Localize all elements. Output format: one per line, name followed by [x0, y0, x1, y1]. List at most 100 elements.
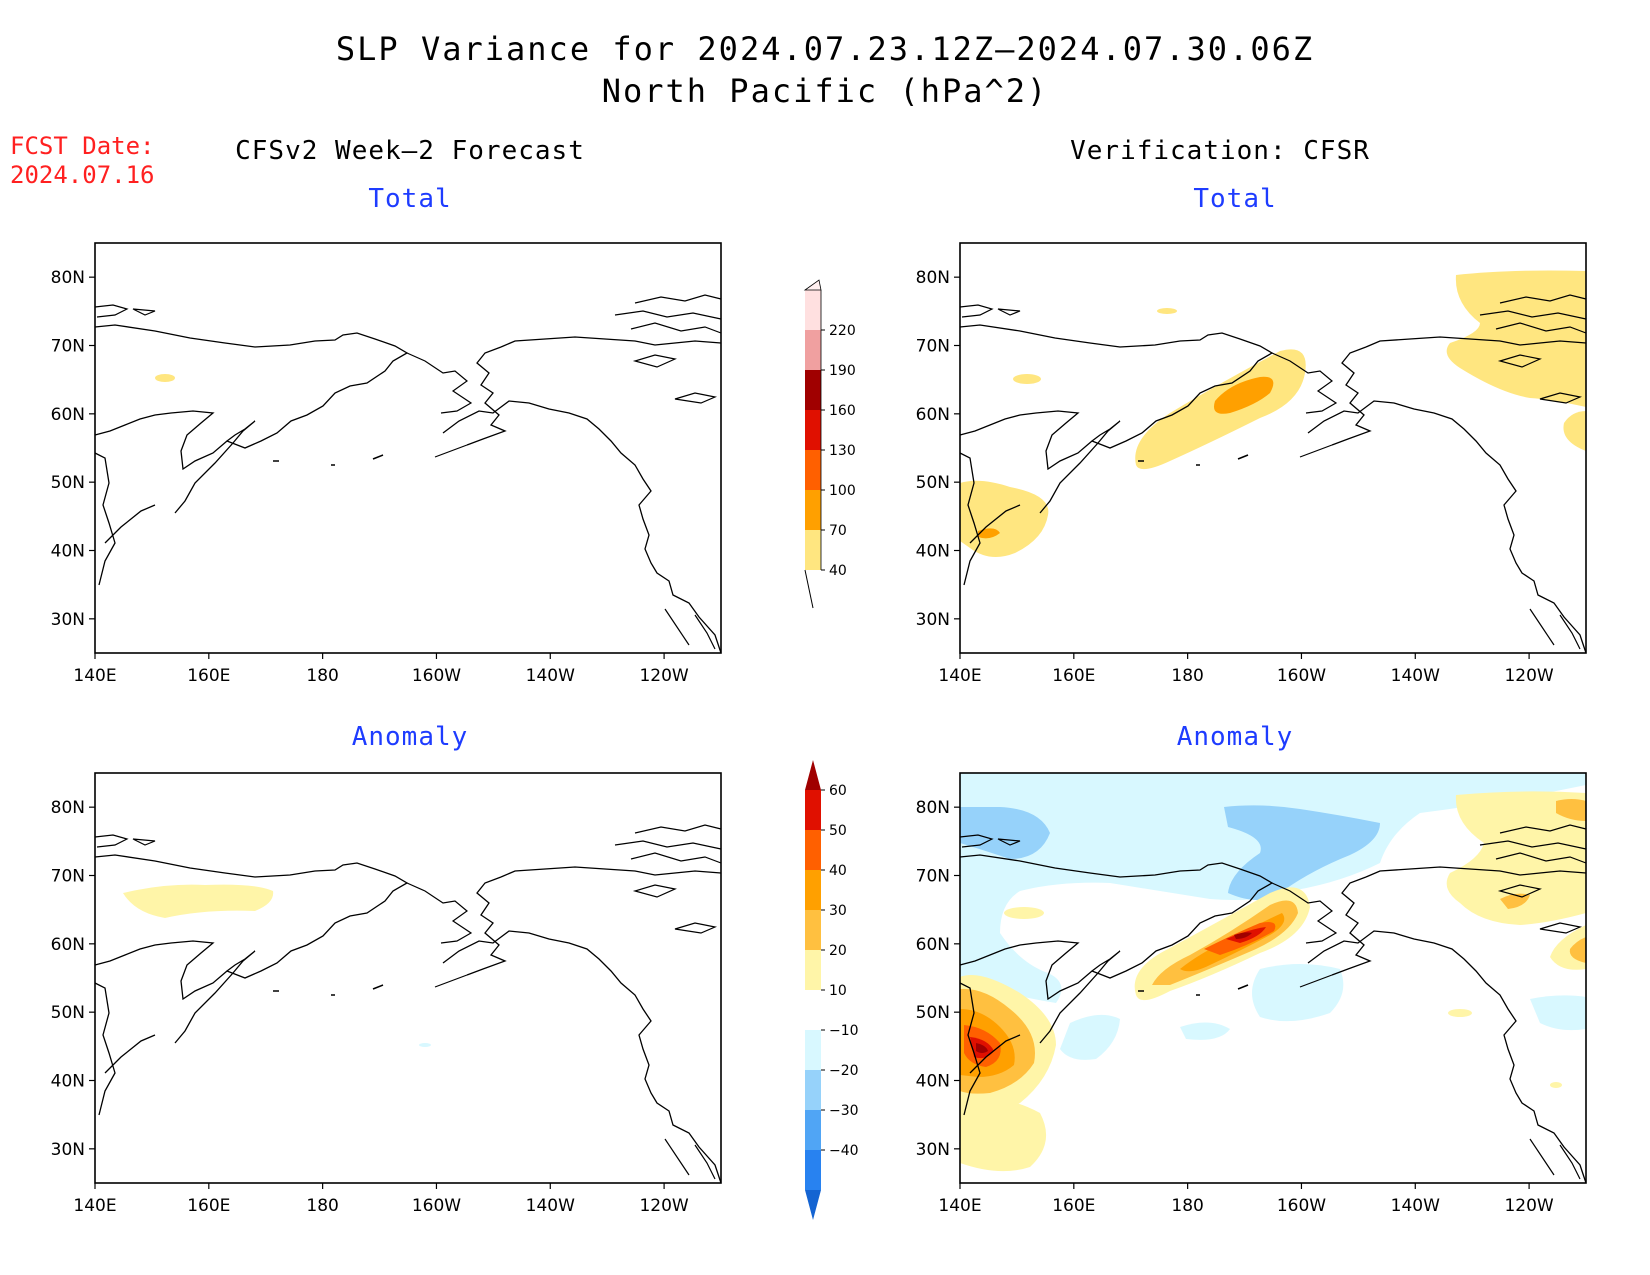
- colorbar-anomaly-segment: [805, 950, 821, 990]
- colorbar-anomaly-bottom: [805, 1190, 821, 1220]
- panel-forecast-anomaly: [94, 772, 722, 1184]
- lon-tick-label: 120W: [639, 666, 688, 686]
- lat-tick-label: 50N: [916, 1003, 950, 1023]
- colorbar-anomaly-label: 10: [829, 983, 847, 999]
- lat-tick-label: 80N: [916, 798, 950, 818]
- lat-tick-label: 70N: [916, 337, 950, 357]
- lon-tick-label: 160E: [187, 1196, 230, 1216]
- lon-tick-label: 140W: [526, 1196, 575, 1216]
- lon-tick-label: 140W: [1391, 666, 1440, 686]
- lon-tick-label: 160E: [1052, 1196, 1095, 1216]
- lon-tick-label: 120W: [1504, 1196, 1553, 1216]
- colorbar-anomaly-label: 20: [829, 943, 847, 959]
- lat-tick-label: 60N: [51, 935, 85, 955]
- lat-tick-label: 60N: [916, 405, 950, 425]
- lon-tick-label: 180: [1171, 1196, 1203, 1216]
- lat-tick-label: 30N: [916, 610, 950, 630]
- colorbar-anomaly-top: [805, 760, 821, 790]
- colorbar-total-label: 100: [829, 483, 856, 499]
- lat-tick-label: 60N: [51, 405, 85, 425]
- panel-forecast-total: [94, 242, 722, 654]
- panel-title-forecast-anomaly: Anomaly: [351, 722, 469, 752]
- fcst-date-value: 2024.07.16: [10, 161, 155, 189]
- lat-tick-label: 80N: [51, 798, 85, 818]
- lon-tick-label: 160E: [1052, 666, 1095, 686]
- colorbar-total-segment: [805, 450, 821, 490]
- panel-title-verification-total: Total: [1193, 184, 1277, 214]
- colorbar-anomaly-segment: [805, 910, 821, 950]
- lon-tick-label: 140W: [1391, 1196, 1440, 1216]
- column-header-forecast: CFSv2 Week–2 Forecast: [235, 136, 585, 166]
- colorbar-total-segment: [805, 490, 821, 530]
- lon-tick-label: 140E: [73, 666, 116, 686]
- lon-tick-label: 160W: [1277, 1196, 1326, 1216]
- fcst-date-label: FCST Date:: [10, 132, 155, 160]
- lat-tick-label: 70N: [51, 337, 85, 357]
- colorbar-anomaly-segment: [805, 1030, 821, 1070]
- lon-tick-label: 160E: [187, 666, 230, 686]
- lat-tick-label: 70N: [51, 867, 85, 887]
- colorbar-anomaly-segment: [805, 830, 821, 870]
- lat-tick-label: 50N: [916, 473, 950, 493]
- colorbar-total-bottom: [804, 569, 814, 609]
- lat-tick-label: 30N: [916, 1140, 950, 1160]
- panel-title-verification-anomaly: Anomaly: [1176, 722, 1294, 752]
- lon-tick-label: 140E: [73, 1196, 116, 1216]
- panel-verification-total: [959, 242, 1587, 654]
- lon-tick-label: 140W: [526, 666, 575, 686]
- colorbar-total-segment: [805, 370, 821, 410]
- lon-tick-label: 160W: [1277, 666, 1326, 686]
- colorbar-anomaly-label: −30: [829, 1103, 859, 1119]
- lat-tick-label: 30N: [51, 610, 85, 630]
- colorbar-anomaly-segment: [805, 990, 821, 1030]
- colorbar-anomaly-segment: [805, 1110, 821, 1150]
- colorbar-total-segment: [805, 290, 821, 330]
- colorbar-total-label: 70: [829, 523, 847, 539]
- lon-tick-label: 160W: [412, 1196, 461, 1216]
- lon-tick-label: 120W: [1504, 666, 1553, 686]
- colorbar-total-label: 220: [829, 323, 856, 339]
- colorbar-anomaly-label: −20: [829, 1063, 859, 1079]
- colorbar-anomaly-label: −40: [829, 1143, 859, 1159]
- colorbar-anomaly-label: 40: [829, 863, 847, 879]
- lat-tick-label: 80N: [916, 268, 950, 288]
- lon-tick-label: 180: [306, 1196, 338, 1216]
- colorbar-anomaly-segment: [805, 1150, 821, 1190]
- lat-tick-label: 40N: [51, 542, 85, 562]
- colorbar-total-top: [803, 279, 822, 291]
- lat-tick-label: 40N: [51, 1072, 85, 1092]
- lat-tick-label: 70N: [916, 867, 950, 887]
- lat-tick-label: 80N: [51, 268, 85, 288]
- chart-subtitle: North Pacific (hPa^2): [601, 72, 1049, 110]
- lat-tick-label: 40N: [916, 1072, 950, 1092]
- colorbar-anomaly-segment: [805, 1070, 821, 1110]
- colorbar-total-label: 130: [829, 443, 856, 459]
- panel-verification-anomaly: [959, 772, 1587, 1184]
- colorbar-anomaly-segment: [805, 870, 821, 910]
- colorbar-anomaly-label: 60: [829, 783, 847, 799]
- colorbar-anomaly-segment: [805, 790, 821, 830]
- lat-tick-label: 50N: [51, 1003, 85, 1023]
- column-header-verification: Verification: CFSR: [1070, 136, 1370, 166]
- colorbar-total-label: 160: [829, 403, 856, 419]
- colorbar-total-label: 190: [829, 363, 856, 379]
- colorbar-anomaly-label: −10: [829, 1023, 859, 1039]
- colorbar-total-label: 40: [829, 563, 847, 579]
- chart-title: SLP Variance for 2024.07.23.12Z–2024.07.…: [335, 30, 1315, 68]
- lon-tick-label: 140E: [938, 1196, 981, 1216]
- colorbar-anomaly-label: 50: [829, 823, 847, 839]
- lon-tick-label: 180: [306, 666, 338, 686]
- lat-tick-label: 60N: [916, 935, 950, 955]
- colorbar-total-segment: [805, 330, 821, 370]
- colorbar-total-segment: [805, 530, 821, 570]
- colorbar-anomaly: 60 50 40 30 20 10 −10 −20 −30 −40: [805, 760, 859, 1220]
- colorbar-total-segment: [805, 410, 821, 450]
- lon-tick-label: 160W: [412, 666, 461, 686]
- colorbar-anomaly-label: 30: [829, 903, 847, 919]
- lon-tick-label: 120W: [639, 1196, 688, 1216]
- panel-title-forecast-total: Total: [368, 184, 452, 214]
- lon-tick-label: 140E: [938, 666, 981, 686]
- lat-tick-label: 40N: [916, 542, 950, 562]
- colorbar-total: 40 70 100 130 160 190 220: [803, 279, 856, 609]
